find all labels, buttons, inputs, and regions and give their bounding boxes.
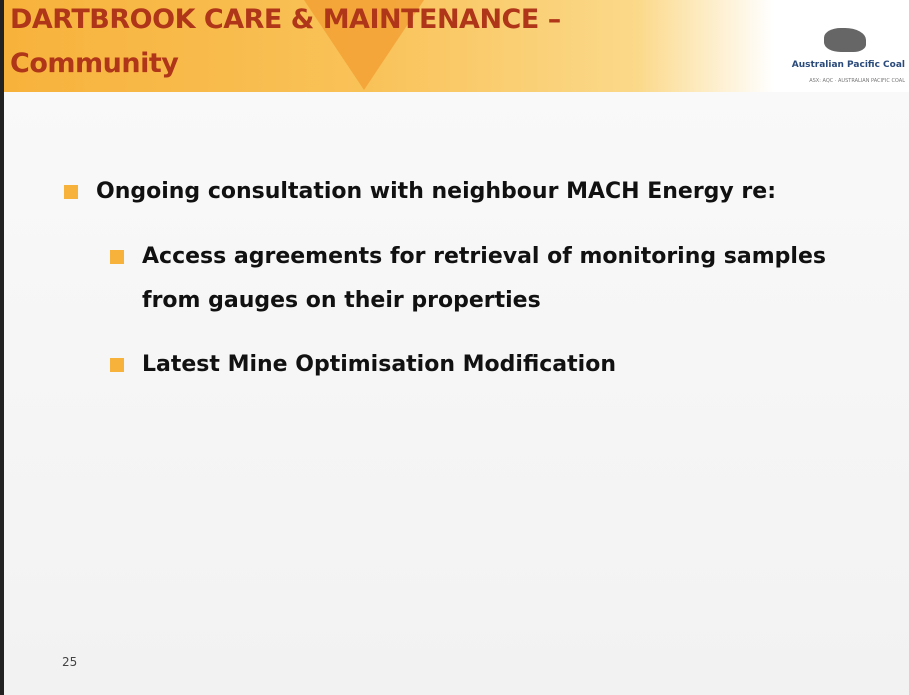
header-bar: DARTBROOK CARE & MAINTENANCE – Community… [4, 0, 909, 92]
title: DARTBROOK CARE & MAINTENANCE – [10, 4, 561, 35]
logo-icon [824, 28, 866, 52]
header-accent [304, 0, 424, 90]
title: Community [10, 48, 179, 79]
bullet [110, 358, 124, 372]
logo-text: Australian Pacific Coal [791, 60, 905, 70]
bullet-text: Ongoing consultation with neighbour MACH… [96, 179, 776, 204]
bullet-text: Latest Mine Optimisation Modification [142, 352, 616, 377]
logo-subtext: ASX: AQC · AUSTRALIAN PACIFIC COAL [809, 78, 905, 84]
bullet-text: Access agreements for retrieval of monit… [142, 244, 826, 313]
page-number: 25 [62, 655, 78, 669]
bullet [110, 250, 124, 264]
bullet [64, 185, 78, 199]
